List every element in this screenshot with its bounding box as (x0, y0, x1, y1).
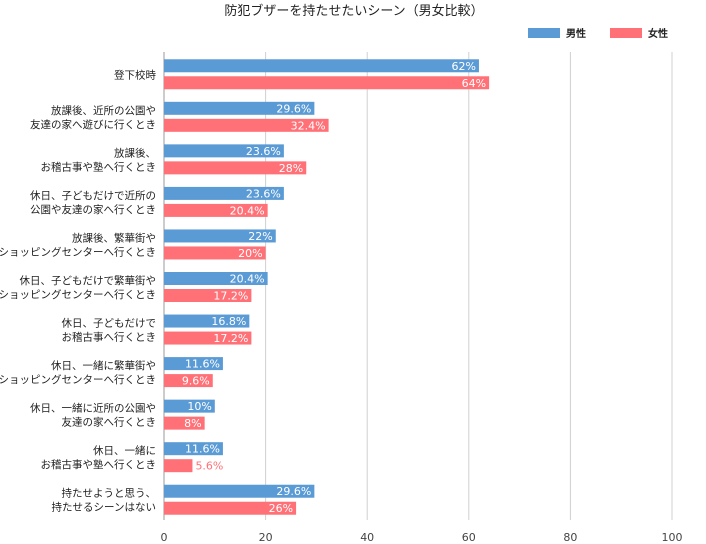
category-label: お稽古事や塾へ行くとき (41, 160, 157, 173)
data-label: 16.8% (211, 315, 246, 328)
data-label: 64% (462, 77, 486, 90)
bar (164, 186, 284, 200)
chart-title: 防犯ブザーを持たせたいシーン（男女比較） (224, 3, 483, 19)
x-tick-label: 100 (662, 531, 683, 544)
x-axis-ticks: 0 20 40 60 80 100 (161, 531, 683, 544)
data-label: 62% (452, 60, 476, 73)
data-label: 8% (184, 417, 201, 430)
bar (164, 272, 268, 285)
category-label: ショッピングセンターへ行くとき (0, 373, 156, 386)
x-tick-label: 20 (259, 531, 273, 544)
x-tick-label: 60 (462, 531, 476, 544)
legend: 男性 女性 (528, 27, 668, 40)
category-labels: 登下校時放課後、近所の公園や友達の家へ遊びに行くとき放課後、お稽古事や塾へ行くと… (0, 68, 156, 513)
category-label: 持たせようと思う、 (62, 487, 157, 500)
category-label: 休日、子どもだけで近所の (30, 189, 156, 202)
bar (164, 59, 479, 73)
data-label: 20.4% (230, 204, 265, 217)
category-label: 放課後、 (114, 146, 156, 159)
category-label: 登下校時 (114, 68, 156, 81)
legend-label: 女性 (648, 27, 668, 40)
bar (164, 161, 307, 175)
legend-swatch (528, 28, 560, 38)
bar (164, 357, 223, 371)
category-label: 放課後、繁華街や (72, 231, 156, 244)
x-tick-label: 80 (563, 531, 577, 544)
category-label: 放課後、近所の公園や (51, 104, 156, 117)
category-label: 公園や友達の家へ行くとき (30, 203, 156, 216)
bar (164, 442, 223, 456)
bar (164, 416, 205, 430)
bar (164, 118, 329, 132)
data-label: 22% (248, 230, 272, 243)
x-tick-label: 0 (161, 531, 168, 544)
bar (164, 246, 266, 260)
data-label: 32.4% (291, 119, 326, 132)
legend-label: 男性 (566, 27, 586, 40)
category-label: 友達の家へ遊びに行くとき (30, 118, 156, 131)
bar (164, 289, 252, 302)
bar (164, 314, 250, 328)
data-label: 23.6% (246, 187, 281, 200)
category-label: 休日、一緒に繁華街や (51, 359, 156, 372)
bar (164, 229, 276, 243)
category-label: ショッピングセンターへ行くとき (0, 288, 156, 301)
bar (164, 484, 315, 498)
data-label: 26% (269, 502, 293, 515)
bar (164, 331, 252, 345)
category-label: お稽古事や塾へ行くとき (41, 458, 157, 471)
bar (164, 76, 490, 90)
data-label: 10% (187, 400, 211, 413)
legend-swatch (610, 28, 642, 38)
category-label: ショッピングセンターへ行くとき (0, 245, 156, 258)
data-label: 17.2% (213, 332, 248, 345)
data-label: 28% (279, 162, 303, 175)
bar (164, 399, 215, 413)
data-label: 9.6% (182, 375, 210, 388)
bar (164, 459, 193, 473)
category-label: 友達の家へ行くとき (62, 416, 157, 429)
data-label: 17.2% (213, 290, 248, 303)
data-label: 11.6% (185, 443, 220, 456)
bars: 62% 64% 29.6% 32.4% 23.6% 28% 23.6% 20.4% 22% 20%… (164, 59, 490, 515)
data-label: 20% (238, 247, 262, 260)
category-label: 休日、子どもだけで (62, 318, 157, 330)
data-label: 11.6% (185, 358, 220, 371)
bar (164, 501, 297, 515)
bar (164, 203, 268, 217)
category-label: 休日、一緒に近所の公園や (30, 402, 156, 415)
category-label: 休日、子どもだけで繁華街や (20, 274, 157, 287)
bar (164, 374, 213, 388)
category-label: 持たせるシーンはない (52, 501, 156, 514)
data-label: 29.6% (276, 485, 311, 498)
category-label: 休日、一緒に (93, 444, 156, 457)
bar (164, 144, 284, 158)
bar (164, 101, 315, 115)
data-label: 5.6% (195, 460, 223, 473)
data-label: 23.6% (246, 145, 281, 158)
x-tick-label: 40 (360, 531, 374, 544)
data-label: 20.4% (230, 273, 265, 286)
data-label: 29.6% (276, 102, 311, 115)
category-label: お稽古事へ行くとき (62, 331, 157, 344)
